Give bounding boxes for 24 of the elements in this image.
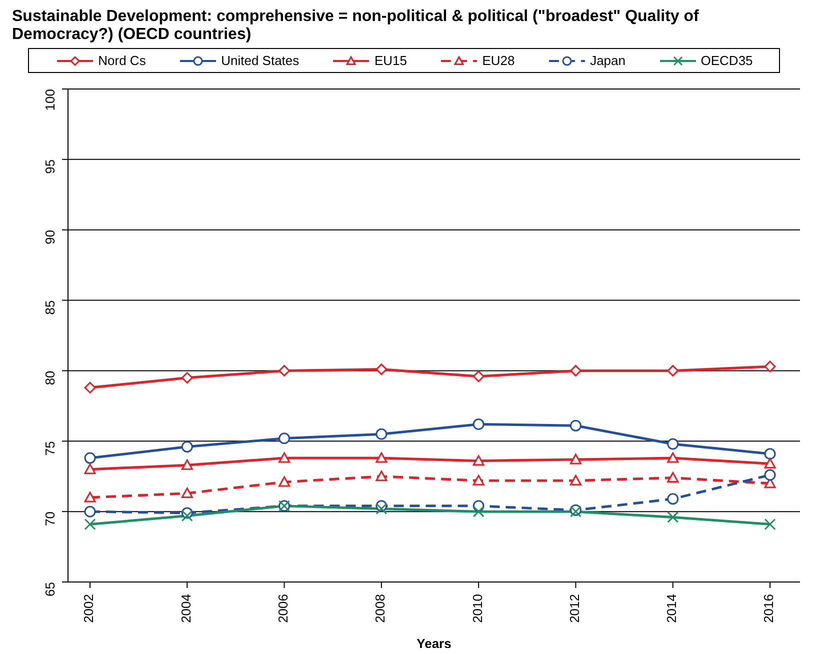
chart-title: Sustainable Development: comprehensive = non-political & political ("broadest" Quality of Democracy?) (OECD countries) — [11, 8, 700, 45]
y-tick-label: 65 — [42, 582, 58, 596]
y-tick-label: 100 — [42, 89, 58, 111]
legend-label: United States — [221, 53, 300, 68]
x-tick-label: 2002 — [81, 594, 96, 623]
y-tick-label: 95 — [42, 159, 58, 174]
x-tick-label: 2014 — [664, 594, 680, 623]
x-tick-label: 2012 — [566, 594, 582, 623]
x-tick-label: 2006 — [276, 594, 291, 623]
x-axis-title: Years — [416, 636, 452, 651]
legend-label: EU28 — [482, 53, 515, 68]
legend-label: Japan — [590, 53, 626, 68]
x-tick-label: 2008 — [372, 594, 388, 623]
y-tick-label: 85 — [42, 300, 58, 315]
x-tick-label: 2010 — [470, 594, 485, 623]
x-tick-label: 2016 — [761, 594, 776, 623]
y-tick-label: 75 — [42, 441, 58, 456]
legend-label: OECD35 — [700, 53, 753, 68]
x-tick-label: 2004 — [178, 594, 194, 623]
y-tick-label: 80 — [42, 370, 58, 386]
y-tick-label: 70 — [42, 512, 58, 526]
y-tick-label: 90 — [42, 230, 58, 244]
legend-label: EU15 — [374, 53, 407, 68]
legend-label: Nord Cs — [98, 53, 146, 68]
